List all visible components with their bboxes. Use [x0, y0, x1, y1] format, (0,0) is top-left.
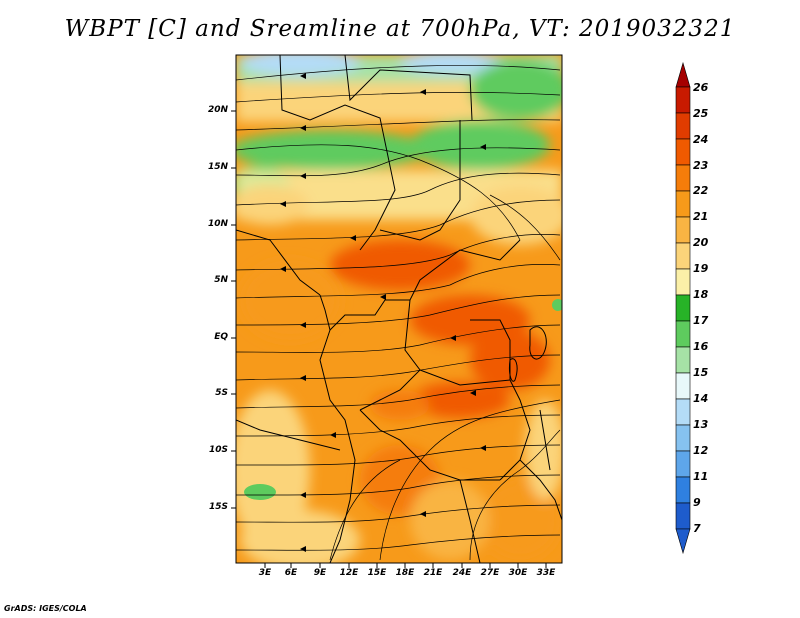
map-title: WBPT [C] and Sreamline at 700hPa, VT: 20…: [64, 16, 736, 42]
colorbar-segment: [675, 216, 691, 244]
colorbar-segment: [675, 138, 691, 166]
colorbar-label-16: 16: [693, 340, 709, 353]
lon-label-18e: 18E: [395, 568, 415, 578]
colorbar-label-24: 24: [693, 133, 709, 146]
lon-label-12e: 12E: [339, 568, 359, 578]
country-borders: [236, 55, 562, 563]
colorbar-segment: [675, 112, 691, 140]
lon-label-33e: 33E: [536, 568, 556, 578]
colorbar-bottom-arrow: [675, 528, 691, 555]
colorbar-segment: [675, 294, 691, 322]
wbpt-field: [236, 55, 562, 563]
colorbar: [675, 61, 691, 555]
colorbar-segment: [675, 346, 691, 374]
streamlines: [236, 65, 561, 561]
lat-label-15n: 15N: [207, 162, 228, 172]
grads-credit: GrADS: IGES/COLA: [4, 604, 87, 613]
axis-ticks: [231, 110, 547, 568]
colorbar-segment: [675, 164, 691, 192]
colorbar-segment: [675, 502, 691, 530]
lon-label-3e: 3E: [258, 568, 272, 578]
lat-label-10s: 10S: [208, 445, 228, 455]
colorbar-label-7: 7: [693, 522, 701, 535]
lon-label-27e: 27E: [480, 568, 500, 578]
colorbar-label-12: 12: [693, 444, 709, 457]
lat-label-15s: 15S: [208, 502, 228, 512]
colorbar-label-20: 20: [693, 236, 709, 249]
colorbar-label-13: 13: [693, 418, 709, 431]
colorbar-label-23: 23: [693, 159, 709, 172]
colorbar-label-19: 19: [693, 262, 709, 275]
lon-label-15e: 15E: [367, 568, 387, 578]
colorbar-segment: [675, 320, 691, 348]
colorbar-label-9: 9: [693, 496, 701, 509]
lat-label-10n: 10N: [207, 219, 228, 229]
colorbar-label-14: 14: [693, 392, 709, 405]
lon-label-21e: 21E: [423, 568, 443, 578]
lat-label-eq: EQ: [214, 332, 228, 342]
colorbar-segment: [675, 268, 691, 296]
colorbar-label-18: 18: [693, 288, 709, 301]
colorbar-label-22: 22: [693, 184, 709, 197]
lon-label-9e: 9E: [313, 568, 327, 578]
colorbar-segment: [675, 86, 691, 114]
colorbar-label-21: 21: [693, 210, 709, 223]
colorbar-segment: [675, 242, 691, 270]
lon-label-30e: 30E: [508, 568, 528, 578]
map-frame: [235, 54, 563, 564]
lat-label-5s: 5S: [215, 388, 228, 398]
colorbar-label-15: 15: [693, 366, 709, 379]
colorbar-segment: [675, 190, 691, 218]
lat-label-20n: 20N: [207, 105, 228, 115]
colorbar-segment: [675, 372, 691, 400]
streamline-arrows: [280, 73, 486, 552]
lat-label-5n: 5N: [214, 275, 228, 285]
colorbar-segment: [675, 476, 691, 504]
colorbar-label-11: 11: [693, 470, 709, 483]
colorbar-segment: [675, 450, 691, 478]
colorbar-segment: [675, 398, 691, 426]
colorbar-label-17: 17: [693, 314, 709, 327]
lon-label-24e: 24E: [452, 568, 472, 578]
colorbar-label-25: 25: [693, 107, 709, 120]
lon-label-6e: 6E: [284, 568, 298, 578]
colorbar-top-arrow: [675, 61, 691, 88]
colorbar-segment: [675, 424, 691, 452]
colorbar-label-26: 26: [693, 81, 709, 94]
